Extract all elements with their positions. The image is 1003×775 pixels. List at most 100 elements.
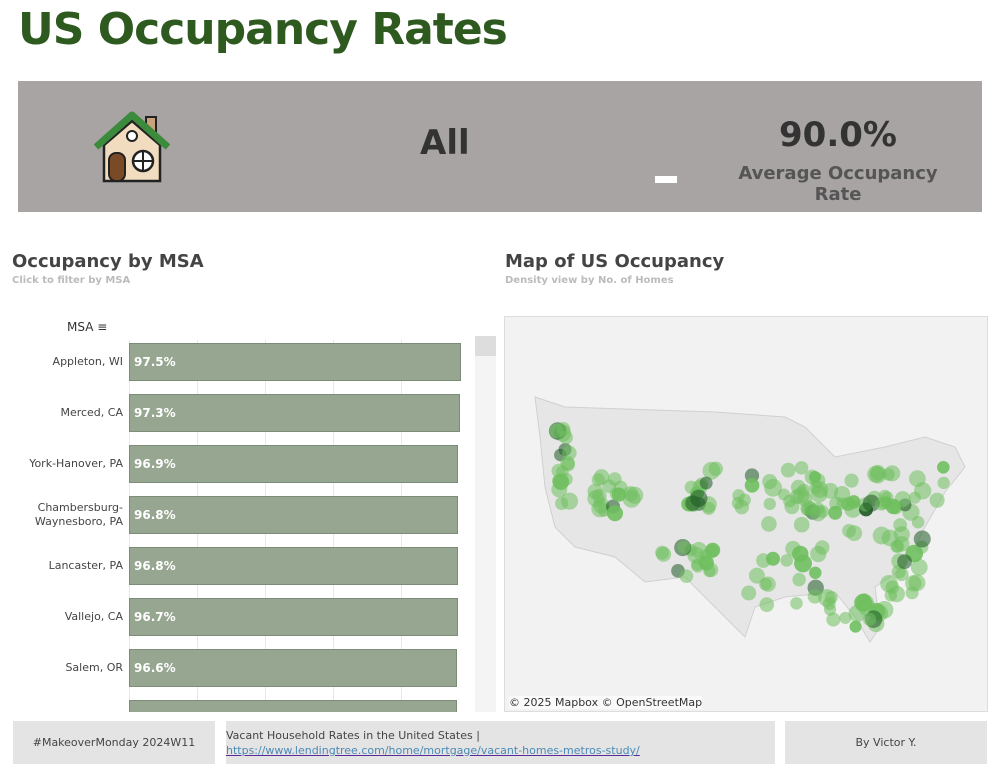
msa-header-label: MSA (67, 320, 94, 334)
selected-msa: All (420, 123, 470, 163)
density-point (698, 555, 714, 571)
bar-value-label: 96.9% (134, 457, 176, 471)
bar-value-label: 96.6% (134, 661, 176, 675)
density-point (842, 523, 856, 538)
map-title: Map of US Occupancy (505, 251, 725, 272)
density-point (777, 488, 790, 501)
reset-dash[interactable] (655, 176, 677, 183)
bar-value-label: 96.7% (134, 610, 176, 624)
density-point (560, 455, 575, 471)
msa-bar[interactable] (129, 700, 458, 712)
density-point (702, 501, 716, 516)
bar-value-label: 97.3% (134, 406, 176, 420)
summary-banner: All 90.0% Average Occupancy Rate (18, 81, 982, 212)
density-point (888, 585, 905, 603)
density-point (756, 553, 771, 568)
density-point (822, 482, 839, 499)
density-point (679, 569, 694, 584)
density-point (684, 480, 698, 494)
average-occupancy-value: 90.0% (779, 115, 897, 155)
density-point (790, 597, 803, 610)
density-point (897, 554, 912, 570)
density-point (844, 473, 859, 488)
density-point (929, 492, 945, 508)
density-point (748, 567, 765, 584)
density-point (759, 597, 775, 612)
chart-scrollbar[interactable] (475, 336, 496, 712)
msa-label[interactable]: Vallejo, CA (64, 610, 123, 623)
msa-bar[interactable]: 97.3% (129, 394, 460, 432)
scrollbar-thumb[interactable] (475, 336, 496, 356)
footer-hashtag: #MakeoverMonday 2024W11 (13, 721, 215, 764)
msa-bar[interactable]: 96.8% (129, 496, 459, 534)
density-point (556, 421, 571, 436)
density-point (741, 585, 757, 601)
footer-source: Vacant Household Rates in the United Sta… (226, 721, 775, 764)
density-point (937, 476, 950, 490)
msa-label[interactable]: Merced, CA (60, 406, 123, 419)
density-point (763, 497, 776, 511)
density-point (895, 567, 909, 582)
density-point (848, 604, 866, 623)
msa-label[interactable]: Appleton, WI (52, 355, 123, 368)
msa-column-header[interactable]: MSA ≡ (67, 320, 107, 334)
bar-value-label: 96.8% (134, 508, 176, 522)
density-point (606, 505, 623, 522)
density-point (744, 478, 760, 493)
density-point (591, 473, 605, 487)
density-point (826, 612, 841, 627)
density-point (894, 491, 911, 508)
density-point (937, 461, 950, 474)
density-point (592, 488, 607, 504)
density-point (677, 540, 691, 554)
msa-bar[interactable]: 96.9% (129, 445, 459, 483)
msa-label[interactable]: Salem, OR (65, 661, 123, 674)
map-canvas (534, 396, 966, 643)
msa-chart-title: Occupancy by MSA (12, 251, 204, 272)
density-point (910, 558, 928, 576)
source-link[interactable]: https://www.lendingtree.com/home/mortgag… (226, 744, 640, 757)
msa-label[interactable]: York-Hanover, PA (29, 457, 123, 470)
msa-bar[interactable]: 97.5% (129, 343, 461, 381)
density-point (809, 566, 822, 579)
density-point (708, 461, 724, 476)
msa-label[interactable]: Lancaster, PA (48, 559, 123, 572)
density-point (914, 482, 932, 500)
density-point (911, 515, 925, 529)
density-point (780, 462, 796, 478)
sort-icon[interactable]: ≡ (97, 320, 108, 334)
average-occupancy-label: Average Occupancy Rate (738, 163, 938, 205)
density-point (810, 473, 826, 489)
density-point (793, 516, 810, 533)
density-point (655, 545, 670, 560)
msa-bar-chart: Appleton, WI 97.5% Merced, CA 97.3% York-Han… (0, 340, 475, 712)
density-point (552, 473, 570, 491)
msa-bar[interactable]: 96.6% (129, 649, 458, 687)
density-point (699, 476, 713, 490)
density-point (761, 516, 777, 532)
density-point (828, 505, 843, 520)
density-point (815, 540, 830, 555)
density-point (880, 496, 893, 509)
us-landmass (534, 396, 966, 643)
map-attribution: © 2025 Mapbox © OpenStreetMap (509, 696, 703, 709)
msa-label[interactable]: Chambersburg-Waynesboro, PA (34, 501, 123, 528)
density-point (685, 495, 701, 511)
density-point (862, 494, 880, 512)
density-point (905, 575, 922, 592)
density-point (792, 545, 809, 563)
density-point (913, 530, 931, 548)
source-text: Vacant Household Rates in the United Sta… (226, 729, 480, 742)
bar-value-label: 97.5% (134, 355, 176, 369)
density-point (794, 461, 809, 475)
msa-bar[interactable]: 96.7% (129, 598, 458, 636)
map-subtitle: Density view by No. of Homes (505, 275, 674, 286)
density-point (734, 499, 749, 515)
density-point (862, 612, 877, 626)
density-point (762, 473, 778, 490)
density-point (882, 468, 895, 481)
bar-value-label: 96.8% (134, 559, 176, 573)
msa-bar[interactable]: 96.8% (129, 547, 459, 585)
us-density-map[interactable]: © 2025 Mapbox © OpenStreetMap (504, 316, 988, 712)
house-icon (94, 111, 170, 183)
